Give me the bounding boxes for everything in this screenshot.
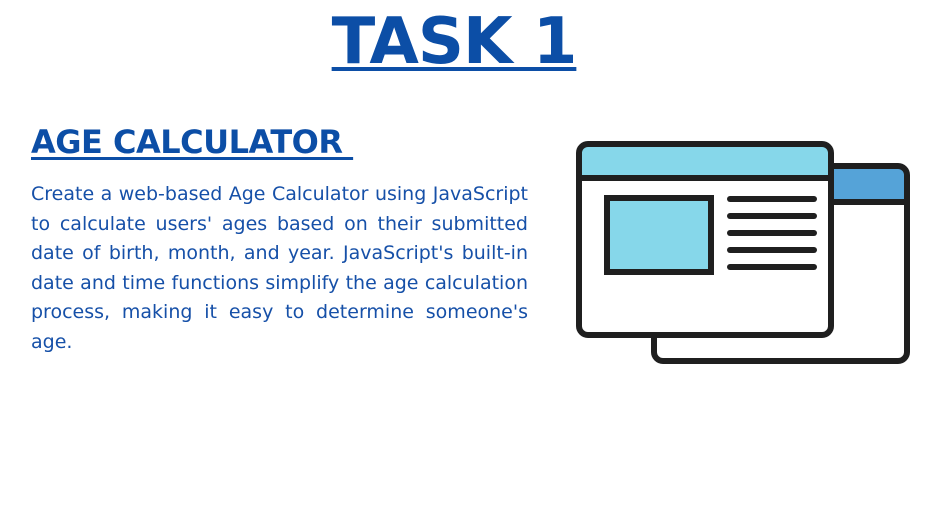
section-heading: AGE CALCULATOR	[31, 123, 354, 161]
browser-windows-icon	[576, 141, 910, 364]
task-description: Create a web-based Age Calculator using …	[31, 183, 528, 353]
front-window	[576, 141, 834, 338]
page-title: TASK 1	[331, 5, 578, 79]
text-lines	[727, 196, 817, 270]
image-placeholder	[604, 195, 714, 275]
